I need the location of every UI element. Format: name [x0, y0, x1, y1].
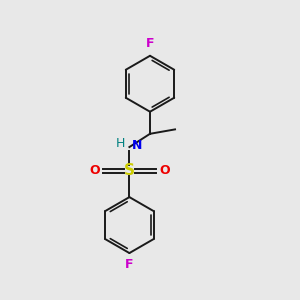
Text: S: S: [124, 163, 135, 178]
Text: O: O: [159, 164, 170, 177]
Text: F: F: [146, 38, 154, 50]
Text: F: F: [125, 258, 134, 272]
Text: O: O: [89, 164, 100, 177]
Text: N: N: [132, 139, 142, 152]
Text: H: H: [116, 137, 125, 150]
